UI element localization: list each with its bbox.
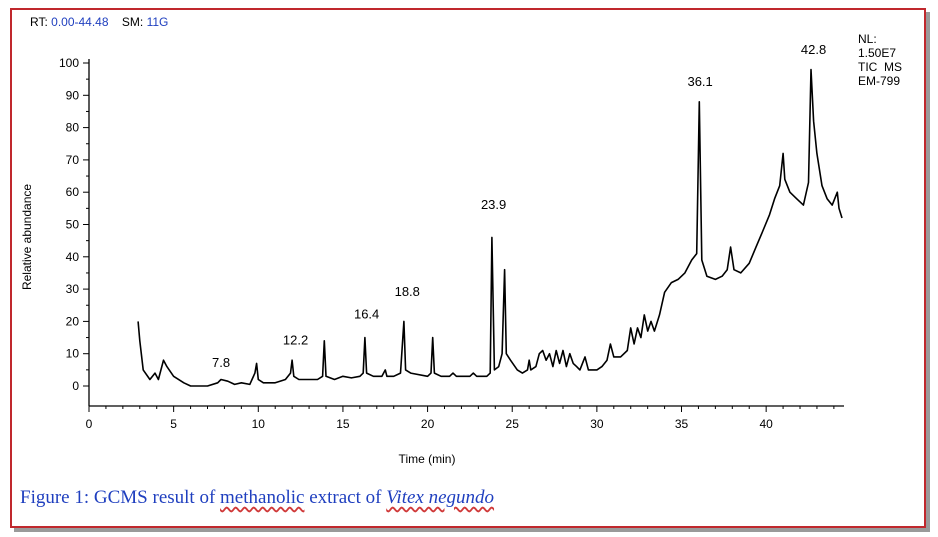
caption-species: Vitex negundo xyxy=(386,487,495,508)
caption-middle: extract of xyxy=(304,487,387,508)
x-tick-label: 10 xyxy=(252,417,266,431)
y-tick-label: 60 xyxy=(66,185,80,199)
y-tick-label: 10 xyxy=(66,347,80,361)
sm-label: SM: xyxy=(121,15,144,29)
nl-line-3: TIC MS xyxy=(858,60,902,74)
y-tick-label: 0 xyxy=(72,379,79,393)
x-tick-label: 0 xyxy=(86,417,93,431)
y-axis-label: Relative abundance xyxy=(20,183,34,291)
rt-value: 0.00-44.48 xyxy=(51,15,109,29)
figure-caption: Figure 1: GCMS result of methanolic extr… xyxy=(20,487,494,509)
y-tick-label: 90 xyxy=(66,88,80,102)
peak-label: 16.4 xyxy=(354,307,379,322)
peak-label: 36.1 xyxy=(687,74,712,89)
axes xyxy=(88,59,844,407)
nl-info: NL: 1.50E7 TIC MS EM-799 xyxy=(858,32,902,88)
nl-line-4: EM-799 xyxy=(858,74,901,88)
y-tick-label: 70 xyxy=(66,153,80,167)
x-tick-label: 30 xyxy=(590,417,604,431)
peak-label: 12.2 xyxy=(283,332,308,347)
x-tick-label: 40 xyxy=(759,417,773,431)
y-tick-label: 40 xyxy=(66,250,80,264)
x-axis-label: Time (min) xyxy=(398,452,456,466)
x-tick-label: 15 xyxy=(336,417,350,431)
x-tick-label: 35 xyxy=(675,417,689,431)
caption-prefix: Figure 1: GCMS result of xyxy=(20,487,221,508)
x-tick-label: 5 xyxy=(170,417,177,431)
y-tick-label: 100 xyxy=(59,56,79,70)
y-tick-label: 50 xyxy=(66,218,80,232)
peak-label: 18.8 xyxy=(395,284,420,299)
figure-frame xyxy=(10,8,926,528)
y-tick-label: 30 xyxy=(66,282,80,296)
peak-label: 42.8 xyxy=(801,42,826,57)
x-tick-label: 25 xyxy=(506,417,520,431)
sm-value: 11G xyxy=(146,15,169,29)
y-tick-label: 80 xyxy=(66,121,80,135)
caption-methanolic: methanolic xyxy=(220,487,305,508)
x-tick-label: 20 xyxy=(421,417,435,431)
tic-trace xyxy=(137,68,843,387)
peak-labels: 7.8 12.2 16.4 18.8 23.9 36.1 42.8 xyxy=(212,42,826,370)
header-info: RT: 0.00-44.48 SM: 11G xyxy=(30,15,168,29)
nl-line-1: NL: xyxy=(858,32,877,46)
peak-label: 23.9 xyxy=(481,197,506,212)
y-tick-label: 20 xyxy=(66,314,80,328)
peak-label: 7.8 xyxy=(212,355,230,370)
nl-line-2: 1.50E7 xyxy=(858,46,897,60)
rt-label: RT: xyxy=(30,15,48,29)
ticks: 0 10 20 30 40 50 60 70 80 90 100 0 5 10 15 20 25 30 35 40 xyxy=(59,56,835,431)
